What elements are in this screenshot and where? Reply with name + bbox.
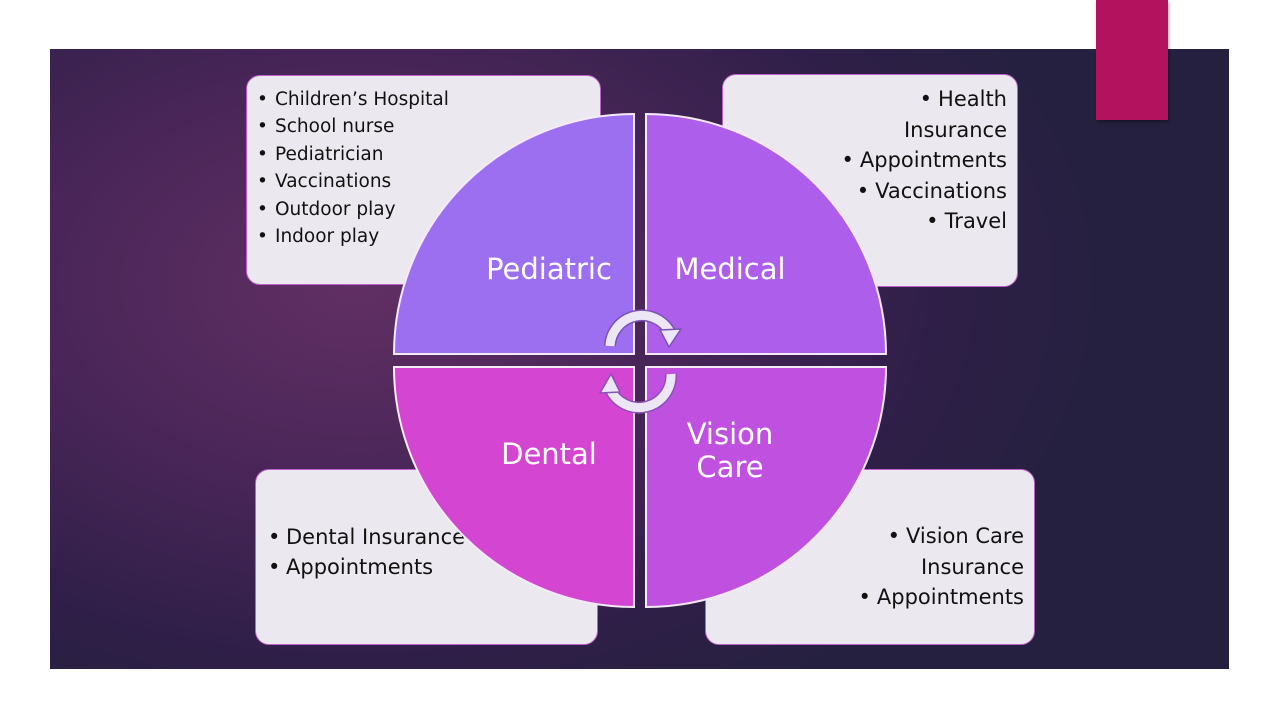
medical-item-text: Vaccinations <box>875 178 1007 203</box>
bullet-icon: • <box>858 585 871 609</box>
vision-care-quadrant <box>645 366 888 609</box>
dental-label: Dental <box>501 437 597 471</box>
bullet-icon: • <box>841 148 854 172</box>
medical-item-text: Appointments <box>859 148 1007 172</box>
pediatric-quadrant <box>392 112 635 355</box>
medical-quadrant <box>645 112 888 355</box>
vision-item-continuation: Insurance <box>706 554 1024 581</box>
vision-item-text: Appointments <box>876 585 1024 609</box>
dental-item: Dental Insurance <box>268 522 597 552</box>
vision-item-text: Vision Care <box>906 524 1024 548</box>
vision-item: • Appointments <box>706 584 1024 611</box>
accent-tab <box>1096 0 1168 120</box>
vision-item: • Vision Care <box>706 523 1024 550</box>
pediatric-item: School nurse <box>257 113 600 141</box>
medical-item: • Vaccinations <box>723 178 1007 205</box>
medical-item-text: Insurance <box>903 117 1007 142</box>
pediatric-item: Children’s Hospital <box>257 86 600 114</box>
bullet-icon: • <box>856 178 870 203</box>
pediatric-item: Pediatrician <box>257 141 600 169</box>
dental-item: Appointments <box>268 552 597 582</box>
circular-arrows-icon <box>599 309 682 414</box>
medical-item: • Health <box>723 86 1007 113</box>
medical-label: Medical <box>674 252 785 286</box>
pediatric-item: Indoor play <box>257 223 600 251</box>
bullet-icon: • <box>926 209 939 233</box>
vision-details-box: • Vision Care Insurance • Appointments <box>705 469 1035 645</box>
medical-item: • Appointments <box>723 147 1007 174</box>
vision-item-text: Insurance <box>920 554 1024 579</box>
pediatric-item: Vaccinations <box>257 168 600 196</box>
pediatric-label: Pediatric <box>486 252 612 286</box>
pediatric-item: Outdoor play <box>257 196 600 224</box>
bullet-icon: • <box>919 87 933 111</box>
medical-item: • Travel <box>723 208 1007 235</box>
vision-care-label-line1: Vision <box>687 417 774 451</box>
vision-care-label-line2: Care <box>696 450 763 484</box>
medical-item-continuation: Insurance <box>723 117 1007 144</box>
medical-item-text: Travel <box>944 209 1007 233</box>
medical-item-text: Health <box>938 87 1007 111</box>
dental-quadrant <box>392 366 635 609</box>
bullet-icon: • <box>887 524 901 548</box>
